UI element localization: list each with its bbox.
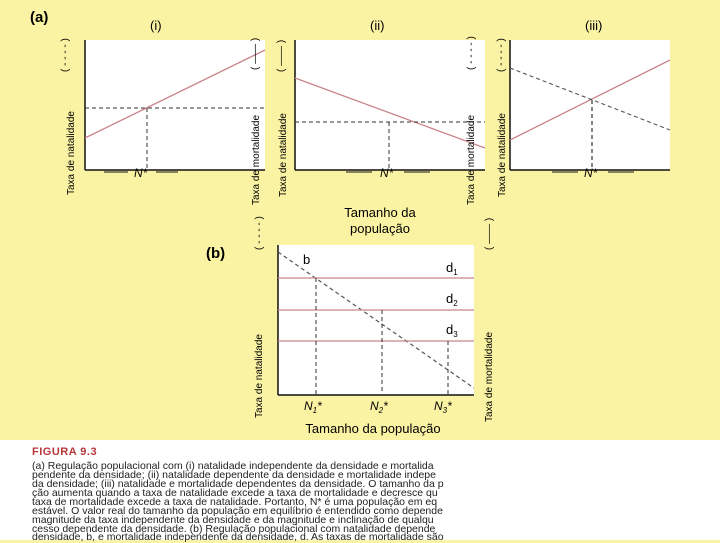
subpanel-i-left-dash-key: ( - - - - ) [60, 38, 71, 72]
subpanel-i: (i) N* Taxa de natalidade ( - - - - ) Ta… [60, 18, 266, 205]
caption-line-9: densidade, b, e mortalidade independente… [32, 531, 444, 543]
panel-b-death-label-3: d3 [446, 322, 458, 339]
subpanel-iii: (iii) N* Taxa de natalidade ( - - - - ) [496, 18, 671, 197]
panel-b-death-label-2: d2 [446, 291, 458, 308]
panel-b-left-dash-key: ( - - - - ) [254, 216, 265, 250]
subpanel-ii-birth-line [294, 77, 486, 149]
subpanel-iii-death-line [509, 59, 671, 141]
subpanel-i-death-line [84, 49, 266, 139]
caption-line-5: taxa de mortalidade excede a taxa de nat… [32, 496, 438, 508]
panel-a-x-axis-title-line2: população [350, 221, 410, 236]
subpanel-iii-left-axis-label: Taxa de natalidade [497, 113, 508, 197]
panel-b-left-axis-label: Taxa de natalidade [254, 334, 265, 418]
subpanel-i-plot-area [85, 40, 265, 170]
subpanel-iii-birth-line [509, 67, 671, 131]
panel-b-birth-label: b [303, 252, 310, 267]
panel-b-x-axis-title: Tamanho da população [305, 421, 440, 436]
subpanel-i-right-solid-key: ( —— ) [250, 38, 261, 70]
panel-b: (b) b d1 d2 d3 N1* N2* N3* Tamanho da po… [206, 216, 495, 436]
subpanel-ii: (ii) N* Taxa de natalidade ( —— ) Taxa d… [276, 18, 486, 205]
caption-line-1: (a) Regulação populacional com (i) natal… [32, 460, 434, 472]
caption-line-8: cesso dependente da densidade. (b) Regul… [32, 523, 436, 535]
caption-line-2: pendente da densidade; (ii) natalidade d… [32, 469, 436, 481]
subpanel-ii-left-solid-key: ( —— ) [276, 40, 287, 72]
subpanel-i-equilibrium-label: N* [134, 166, 148, 180]
panel-b-equilibrium-label-2: N2* [370, 399, 388, 415]
subpanel-iii-plot-area [510, 40, 670, 170]
subpanel-iii-equilibrium-label: N* [584, 166, 598, 180]
panel-b-right-axis-label: Taxa de mortalidade [484, 332, 495, 422]
subpanel-i-label: (i) [150, 18, 162, 33]
caption-line-7: magnitude da taxa independente da densid… [32, 514, 434, 526]
caption-line-3: da densidade; (iii) natalidade e mortali… [32, 478, 444, 490]
caption-box [0, 440, 720, 540]
caption-line-4: ção aumenta quando a taxa de natalidade … [32, 487, 438, 499]
panel-a-label: (a) [30, 9, 48, 26]
subpanel-iii-left-dash-key: ( - - - - ) [496, 38, 507, 72]
panel-b-birth-line [277, 251, 475, 389]
subpanel-ii-right-dash-key: ( - - - - ) [466, 36, 477, 70]
panel-b-equilibrium-label-3: N3* [434, 399, 452, 415]
panel-b-death-label-1: d1 [446, 260, 458, 277]
subpanel-iii-label: (iii) [585, 18, 602, 33]
panel-b-label: (b) [206, 245, 225, 262]
panel-a-x-axis-title-line1: Tamanho da [344, 205, 416, 220]
caption-heading: FIGURA 9.3 [32, 446, 98, 458]
subpanel-ii-label: (ii) [370, 18, 384, 33]
subpanel-ii-left-axis-label: Taxa de natalidade [278, 113, 289, 197]
subpanel-ii-plot-area [295, 40, 485, 170]
caption-line-6: estável. O valor real do tamanho da popu… [32, 505, 443, 517]
subpanel-i-right-axis-label: Taxa de mortalidade [251, 115, 262, 205]
subpanel-ii-right-axis-label: Taxa de mortalidade [466, 115, 477, 205]
panel-b-right-solid-key: ( —— ) [484, 218, 495, 250]
subpanel-ii-equilibrium-label: N* [380, 166, 394, 180]
subpanel-i-left-axis-label: Taxa de natalidade [66, 111, 77, 195]
panel-b-equilibrium-label-1: N1* [304, 399, 322, 415]
